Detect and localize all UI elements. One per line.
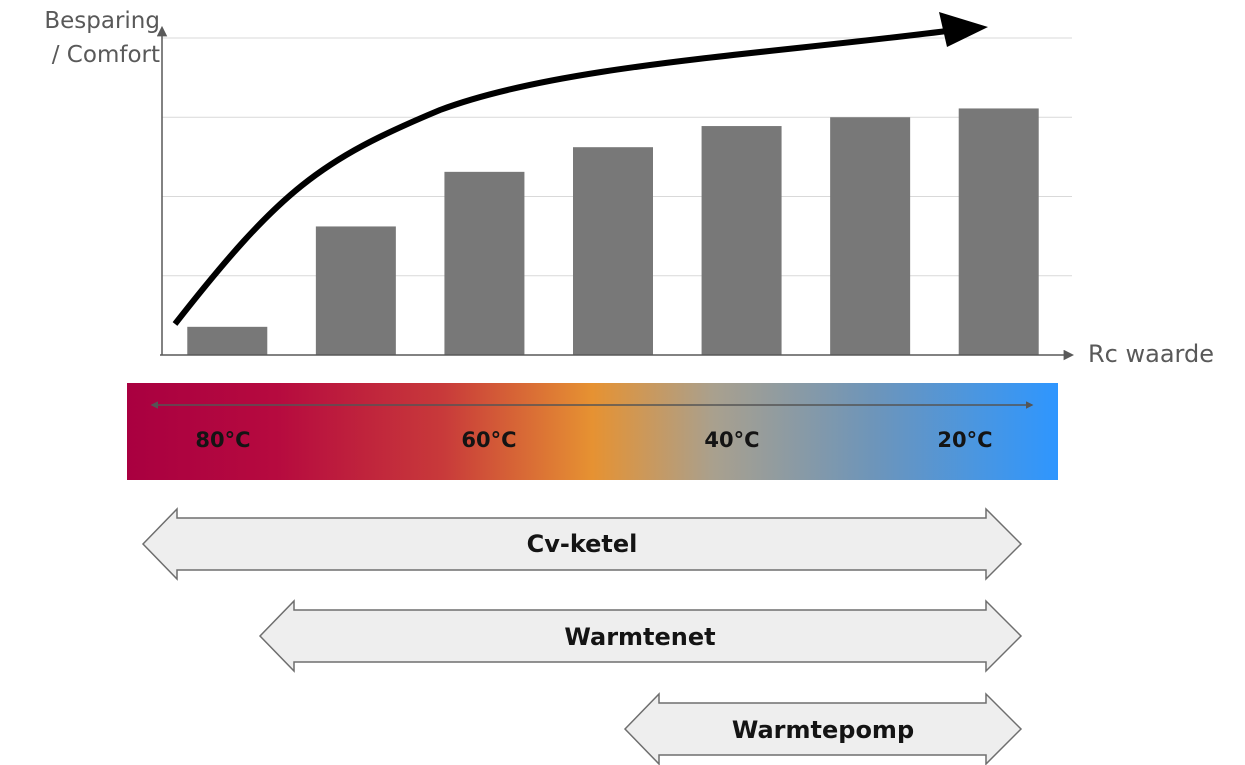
bar-6 [830,117,911,355]
bar-1 [187,326,268,355]
x-axis-label: Rc waarde [1088,340,1214,368]
trend-arrow-head [939,12,988,47]
temp-label-20: 20°C [937,428,993,452]
y-axis-label-line2: / Comfort [51,42,160,68]
bar-7 [958,108,1039,355]
range-label-warmtepomp: Warmtepomp [732,716,914,744]
bars [187,108,1039,355]
range-arrow-cv-ketel: Cv-ketel [141,507,1023,581]
trend-arrow-curve [172,27,956,326]
temp-label-80: 80°C [195,428,251,452]
temp-label-60: 60°C [461,428,517,452]
range-arrow-warmtenet: Warmtenet [258,599,1023,673]
range-label-cv-ketel: Cv-ketel [527,530,638,558]
y-axis-label: Besparing / Comfort [10,4,160,72]
range-arrow-warmtepomp: Warmtepomp [623,692,1023,765]
y-axis-label-line1: Besparing [44,8,160,34]
temperature-gradient-bar [127,383,1058,480]
bar-5 [701,126,782,355]
bar-2 [315,226,396,355]
bar-3 [444,171,525,355]
range-label-warmtenet: Warmtenet [564,623,715,651]
temp-label-40: 40°C [704,428,760,452]
grid-lines [162,37,1072,277]
bar-4 [573,147,653,355]
